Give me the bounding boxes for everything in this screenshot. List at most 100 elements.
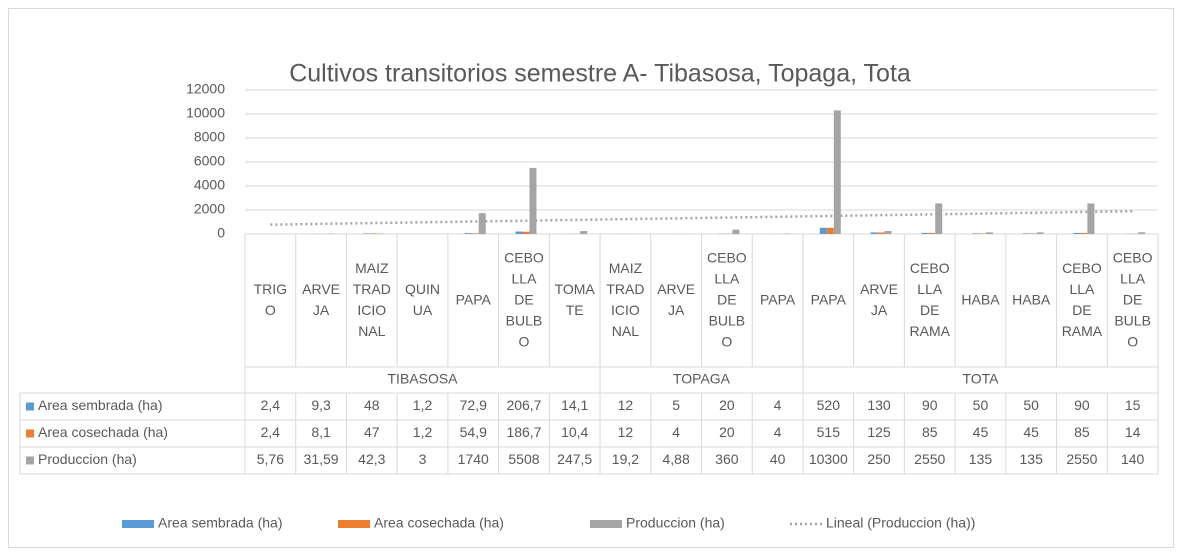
table-value: 40	[770, 451, 786, 467]
bar	[1022, 233, 1030, 234]
y-tick-label: 6000	[194, 153, 225, 169]
bar	[928, 232, 936, 234]
bar	[464, 233, 472, 234]
legend-key	[26, 456, 34, 465]
x-tick-label: CEBO LLA DE RAMA	[1062, 260, 1103, 339]
table-value: 4,88	[663, 451, 690, 467]
x-tick-label: PAPA	[456, 291, 492, 307]
x-tick-label: ARVE JA	[860, 281, 898, 318]
table-value: 515	[817, 424, 841, 440]
legend-label: Area cosechada (ha)	[374, 515, 504, 531]
table-value: 5508	[508, 451, 539, 467]
table-value: 15	[1125, 397, 1141, 413]
bar	[921, 232, 929, 234]
table-value: 247,5	[557, 451, 592, 467]
bar	[1138, 232, 1146, 234]
table-value: 10,4	[561, 424, 588, 440]
table-value: 14	[1125, 424, 1141, 440]
y-tick-label: 10000	[186, 105, 225, 121]
bar	[1087, 203, 1095, 234]
x-tick-label: MAIZ TRAD ICIO NAL	[353, 260, 391, 339]
table-value: 1740	[458, 451, 489, 467]
y-tick-label: 2000	[194, 201, 225, 217]
bar	[1073, 232, 1081, 234]
legend-key	[338, 520, 370, 528]
table-value: 45	[973, 424, 989, 440]
table-value: 85	[1074, 424, 1090, 440]
x-tick-label: CEBO LLA DE BULB O	[707, 249, 747, 349]
bar	[732, 229, 740, 234]
legend-key	[26, 402, 34, 411]
table-value: 135	[969, 451, 993, 467]
table-value: 10300	[809, 451, 848, 467]
table-value: 20	[719, 424, 735, 440]
table-value: 31,59	[304, 451, 339, 467]
bar	[971, 233, 979, 234]
legend-key	[122, 520, 154, 528]
group-label: TOPAGA	[673, 371, 731, 387]
bar	[985, 232, 993, 234]
table-value: 42,3	[358, 451, 385, 467]
x-tick-label: CEBO LLA DE BULB O	[1113, 249, 1153, 349]
table-value: 5,76	[257, 451, 284, 467]
x-tick-label: PAPA	[760, 291, 796, 307]
x-tick-label: MAIZ TRAD ICIO NAL	[606, 260, 644, 339]
table-value: 125	[867, 424, 891, 440]
x-tick-label: ARVE JA	[302, 281, 340, 318]
table-value: 5	[672, 397, 680, 413]
row-label: Area cosechada (ha)	[38, 424, 168, 440]
table-value: 19,2	[612, 451, 639, 467]
bar	[515, 231, 523, 234]
table-value: 48	[364, 397, 380, 413]
table-value: 1,2	[413, 397, 433, 413]
table-value: 2550	[914, 451, 945, 467]
x-tick-label: TOMA TE	[555, 281, 596, 318]
table-value: 1,2	[413, 424, 433, 440]
group-label: TIBASOSA	[388, 371, 459, 387]
bar	[1036, 232, 1044, 234]
x-tick-label: QUIN UA	[405, 281, 440, 318]
bar	[522, 231, 530, 234]
table-value: 20	[719, 397, 735, 413]
table-value: 12	[618, 424, 634, 440]
table-value: 12	[618, 397, 634, 413]
table-value: 360	[715, 451, 739, 467]
table-value: 9,3	[311, 397, 331, 413]
bar	[1080, 232, 1088, 234]
legend-key	[26, 429, 34, 438]
bar	[978, 233, 986, 234]
x-tick-label: TRIG O	[254, 281, 287, 318]
chart-border	[8, 8, 1174, 548]
y-tick-label: 4000	[194, 177, 225, 193]
bar	[935, 203, 943, 234]
x-tick-label: CEBO LLA DE RAMA	[910, 260, 951, 339]
bar	[478, 213, 486, 234]
legend-label: Produccion (ha)	[626, 515, 725, 531]
bar	[377, 233, 385, 234]
x-tick-label: CEBO LLA DE BULB O	[504, 249, 544, 349]
y-tick-label: 12000	[186, 81, 225, 97]
trendline	[270, 209, 1133, 226]
table-value: 85	[922, 424, 938, 440]
bar	[819, 227, 827, 234]
y-tick-label: 0	[217, 225, 225, 241]
table-value: 206,7	[506, 397, 541, 413]
bar	[1029, 233, 1037, 234]
table-value: 520	[817, 397, 841, 413]
bar	[363, 233, 371, 234]
table-value: 90	[1074, 397, 1090, 413]
table-value: 14,1	[561, 397, 588, 413]
table-value: 72,9	[460, 397, 487, 413]
legend-label: Area sembrada (ha)	[158, 515, 283, 531]
bar	[826, 227, 834, 234]
table-value: 47	[364, 424, 380, 440]
table-value: 8,1	[311, 424, 331, 440]
bar	[529, 167, 537, 234]
x-tick-label: HABA	[961, 291, 1000, 307]
table-value: 135	[1020, 451, 1044, 467]
table-value: 186,7	[506, 424, 541, 440]
bar	[370, 233, 378, 234]
bar	[471, 233, 479, 234]
y-tick-label: 8000	[194, 129, 225, 145]
